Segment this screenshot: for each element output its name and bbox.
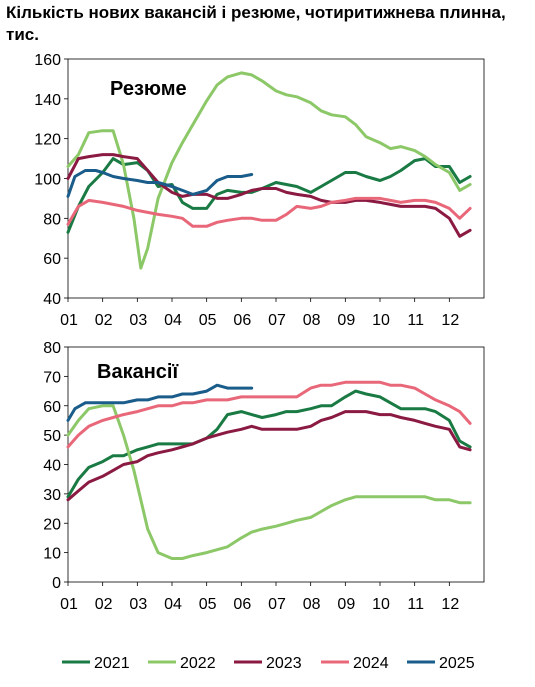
x-tick-label: 06 (233, 596, 251, 613)
legend-label: 2022 (180, 655, 216, 672)
y-tick-label: 100 (34, 172, 61, 189)
y-tick-label: 40 (43, 291, 61, 308)
y-tick-label: 140 (34, 92, 61, 109)
series-line-2021 (66, 389, 472, 499)
x-tick-label: 01 (60, 596, 78, 613)
legend-label: 2021 (94, 655, 130, 672)
x-tick-label: 10 (372, 596, 390, 613)
x-tick-label: 06 (233, 312, 251, 329)
panel-title: Резюме (110, 78, 187, 100)
x-tick-label: 04 (164, 312, 182, 329)
x-tick-label: 07 (268, 596, 286, 613)
x-tick-label: 09 (337, 596, 355, 613)
series-line-2024 (66, 196, 472, 228)
x-tick-label: 08 (303, 596, 321, 613)
x-tick-label: 12 (441, 312, 459, 329)
x-tick-label: 02 (95, 312, 113, 329)
series-line-2023 (66, 410, 472, 502)
series-line-2025 (66, 383, 254, 422)
x-tick-label: 01 (60, 312, 78, 329)
y-tick-label: 60 (43, 399, 61, 416)
panel-1: 40 60 80 100 120 140 160 01 02 03 04 05 06 07 08 09 10 11… (34, 52, 485, 329)
legend-label: 2023 (266, 655, 302, 672)
y-tick-label: 60 (43, 251, 61, 268)
panel-2: 0 10 20 30 40 50 60 70 80 01 02 03 04 05 06 07 08 09 10 11 1… (43, 340, 485, 613)
y-tick-label: 0 (52, 575, 61, 592)
y-tick-label: 80 (43, 340, 61, 357)
x-tick-label: 04 (164, 596, 182, 613)
y-tick-label: 160 (34, 52, 61, 69)
legend-item-2023: 2023 (234, 655, 302, 672)
y-tick-label: 50 (43, 428, 61, 445)
x-tick-label: 08 (303, 312, 321, 329)
legend-label: 2024 (353, 655, 389, 672)
y-tick-label: 30 (43, 487, 61, 504)
y-tick-label: 80 (43, 211, 61, 228)
x-tick-label: 12 (441, 596, 459, 613)
legend-item-2022: 2022 (148, 655, 216, 672)
y-tick-label: 10 (43, 546, 61, 563)
x-tick-label: 09 (337, 312, 355, 329)
series-line-2025 (66, 169, 254, 198)
x-tick-label: 03 (129, 312, 147, 329)
x-tick-label: 03 (129, 596, 147, 613)
panel-title: Вакансії (97, 361, 178, 383)
x-tick-label: 10 (372, 312, 390, 329)
y-tick-label: 20 (43, 516, 61, 533)
y-tick-label: 40 (43, 458, 61, 475)
series-line-2023 (66, 153, 472, 238)
series-line-2022 (66, 404, 472, 560)
legend-item-2021: 2021 (62, 655, 130, 672)
x-tick-label: 11 (407, 596, 424, 613)
legend: 2021 2022 2023 2024 2025 (62, 655, 475, 672)
x-tick-label: 07 (268, 312, 286, 329)
legend-label: 2025 (439, 655, 475, 672)
legend-item-2025: 2025 (407, 655, 475, 672)
series-line-2024 (66, 380, 472, 449)
chart-title: Кількість нових вакансій і резюме, чотир… (6, 3, 506, 44)
x-tick-label: 05 (199, 312, 217, 329)
x-tick-label: 11 (407, 312, 424, 329)
x-tick-label: 05 (199, 596, 217, 613)
y-tick-label: 120 (34, 132, 61, 149)
x-tick-label: 02 (95, 596, 113, 613)
y-tick-label: 70 (43, 369, 61, 386)
series-line-2021 (66, 157, 472, 234)
legend-item-2024: 2024 (321, 655, 389, 672)
series-line-2022 (66, 71, 472, 270)
